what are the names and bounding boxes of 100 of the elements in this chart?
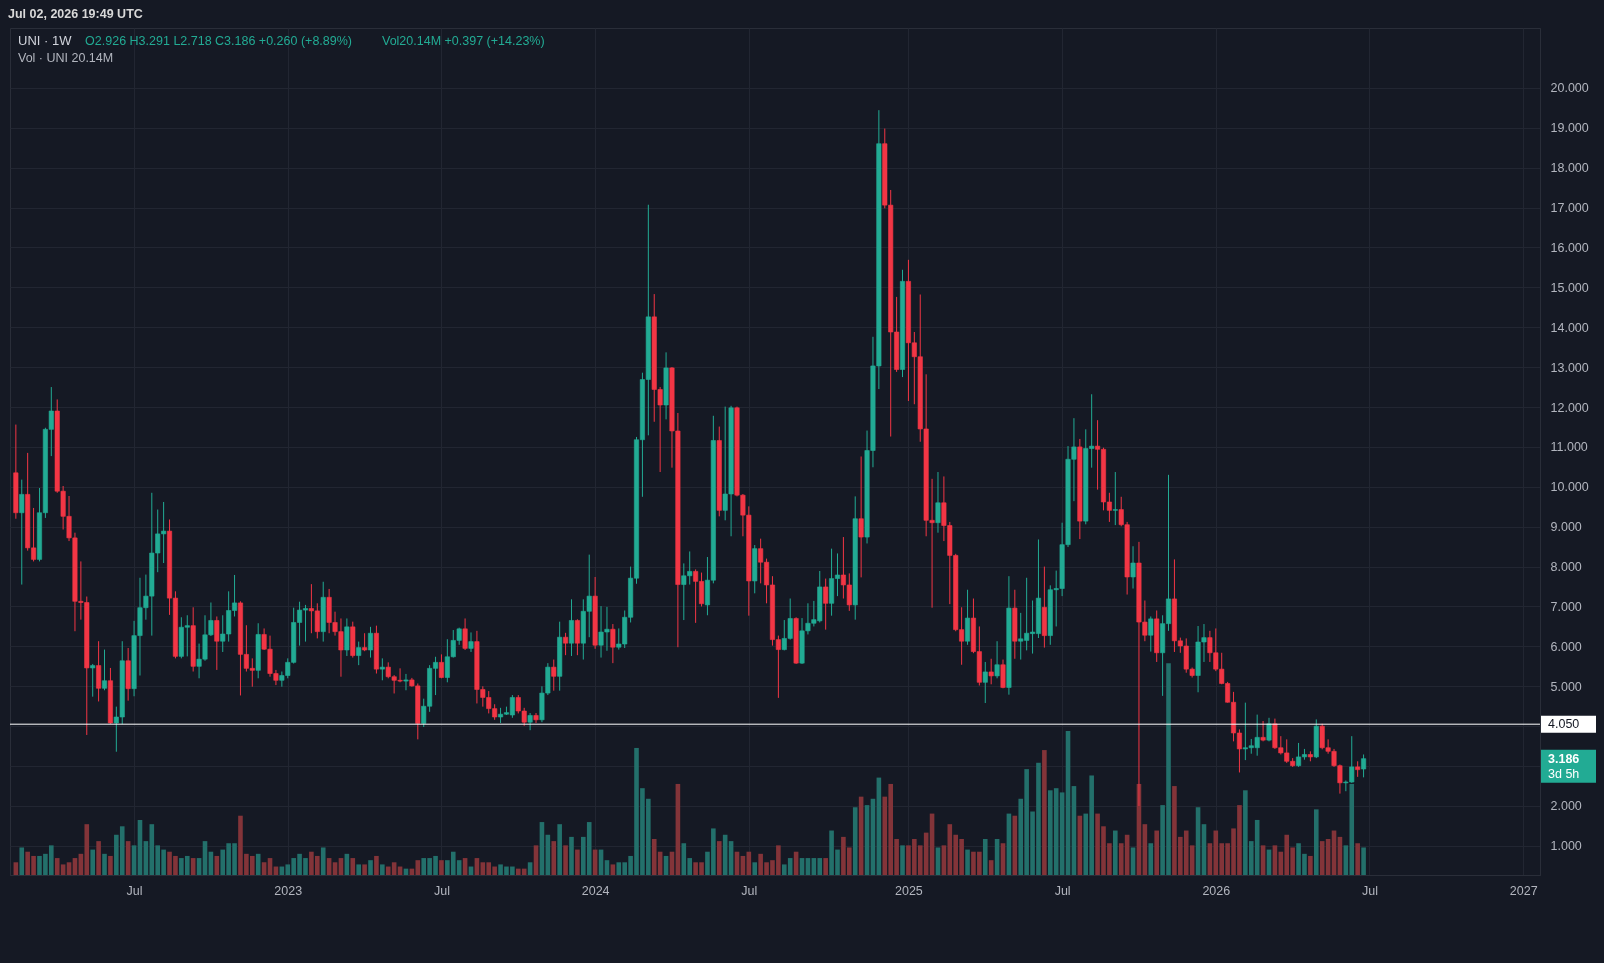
bar [90,849,95,875]
candlestick [344,617,350,657]
bar [752,862,758,875]
y-tick-label: 7.000 [1550,600,1582,614]
bar [610,864,616,875]
bar [982,839,988,875]
candlestick [823,578,829,631]
bar [569,836,574,875]
candlestick [988,658,994,685]
bar [563,845,568,875]
bar [575,849,580,875]
bar [350,858,356,875]
y-tick-label: 12.000 [1550,400,1589,415]
candlestick [994,640,1000,679]
bar [551,841,557,875]
ref-line-label: 4.050 [1548,717,1580,732]
bar [66,862,72,875]
candlestick [468,631,474,653]
candlestick [935,471,941,534]
y-tick-label: 1.000 [1550,839,1582,854]
bar [362,864,367,875]
bar [1313,809,1319,875]
y-tick-label: 10.000 [1550,480,1589,495]
y-tick-label: 6.000 [1550,639,1582,654]
candlestick [102,649,108,691]
y-tick-label: 8.000 [1550,560,1582,575]
chart-title: Vol · UNI 20.14M [18,51,114,65]
y-tick-label: 16.000 [1550,240,1589,255]
x-tick-label: 2027 [1509,883,1538,898]
annotation: Vol20.14M +0.397 (+14.23%) [381,34,545,48]
bar [1148,843,1154,875]
y-tick-label: 20.000 [1550,81,1589,96]
y-tick-label: 17.000 [1550,201,1589,216]
bar [527,862,533,875]
candlestick [368,626,374,659]
x-tick-label: 2025 [895,883,923,898]
candlestick [403,673,409,691]
bar [255,853,261,875]
y-tick-label: 2.000 [1550,799,1582,814]
bar [108,855,113,875]
candlestick [379,657,385,681]
candlestick [1148,615,1154,653]
y-tick-label: 19.000 [1550,121,1589,136]
y-tick-label: 15.000 [1550,280,1589,295]
candlestick [610,623,616,664]
bar [13,862,19,875]
y-tick-label: 5.000 [1550,679,1582,694]
candlestick [462,617,468,651]
y-tick-label: 13.000 [1550,360,1589,375]
bar [1355,843,1360,875]
y-tick-label: 18.000 [1550,161,1589,176]
candlestick [858,455,864,578]
candlestick [568,598,574,657]
y-tick-label: 9.000 [1550,520,1582,535]
text: 3.186 [1548,751,1580,766]
x-tick-label: Jul [433,883,450,898]
candlestick [90,663,96,698]
candlestick [1112,471,1118,526]
bar [1113,830,1118,875]
x-tick-label: Jul [1054,883,1071,898]
candlestick [563,632,569,656]
candlestick [527,712,533,731]
bar [332,862,338,875]
bar [102,853,107,875]
candlestick [96,640,102,702]
candlestick [1000,659,1006,689]
bar [823,858,828,875]
candlestick [574,618,580,656]
bar [1308,855,1313,875]
x-tick-label: 2023 [274,883,303,898]
bar [261,862,267,875]
candlestick [19,479,25,586]
bar [1361,847,1366,875]
y-tick-label: 11.000 [1550,440,1588,455]
candlestick [356,641,362,666]
candlestick [982,661,988,704]
candlestick [965,589,971,646]
bar [1154,830,1159,875]
candlestick [1130,545,1136,590]
text: 3d 5h [1548,766,1580,781]
candlestick [551,659,557,692]
bar [1042,750,1047,875]
bar [374,855,379,875]
candlestick [214,615,220,671]
bar [965,849,970,875]
bar [900,845,905,875]
bar [19,847,25,875]
x-tick-label: 2024 [581,883,610,898]
x-tick-label: Jul [741,883,758,898]
text: Jul 02, 2026 19:49 UTC [8,7,143,21]
annotation: O2.926 H3.291 L2.718 C3.186 +0.260 (+8.89%) [85,34,352,48]
bar [96,841,101,875]
bar [852,807,858,875]
bar [716,841,722,875]
bar [439,860,444,875]
bar [320,847,326,875]
x-tick-label: Jul [126,883,143,898]
candlestick [533,712,539,724]
candlestick [1361,753,1367,778]
x-tick-label: 2026 [1202,883,1231,898]
